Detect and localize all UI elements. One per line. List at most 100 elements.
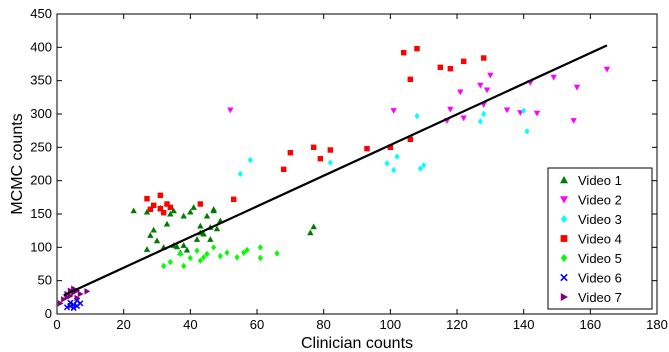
- data-point: [153, 237, 161, 244]
- legend-item: Video 3: [560, 212, 622, 227]
- data-point: [194, 247, 200, 254]
- data-point: [187, 254, 193, 262]
- data-point: [227, 107, 234, 114]
- legend-label: Video 2: [578, 193, 622, 208]
- data-point: [327, 147, 334, 153]
- data-point: [400, 49, 407, 56]
- y-tick-label: 200: [30, 173, 52, 188]
- data-point: [460, 58, 467, 65]
- data-point: [67, 299, 74, 306]
- data-point: [237, 170, 243, 178]
- data-point: [63, 304, 71, 311]
- series-1-points: [130, 204, 317, 256]
- plot-frame: [56, 13, 658, 315]
- data-point: [204, 250, 210, 258]
- data-point: [487, 72, 494, 79]
- legend-marker: [560, 176, 568, 184]
- data-point: [130, 207, 137, 214]
- data-point: [533, 110, 541, 117]
- data-point: [241, 249, 247, 256]
- x-tick-label: 60: [250, 317, 264, 332]
- data-point: [274, 250, 280, 257]
- data-point: [364, 145, 370, 152]
- data-point: [210, 206, 217, 212]
- legend-marker: [560, 254, 568, 262]
- legend-item: Video 1: [560, 173, 622, 188]
- data-point: [203, 212, 211, 219]
- data-point: [157, 205, 164, 212]
- data-point: [414, 112, 420, 120]
- data-point: [457, 89, 464, 96]
- legend-marker: [560, 293, 568, 301]
- data-point: [603, 66, 611, 73]
- data-point: [481, 110, 487, 118]
- y-tick-label: 400: [30, 39, 52, 54]
- y-tick-label: 50: [38, 273, 52, 288]
- data-point: [147, 206, 154, 213]
- data-point: [150, 202, 157, 209]
- x-tick-label: 120: [446, 317, 468, 332]
- y-tick-label: 100: [30, 239, 52, 254]
- data-point: [187, 208, 194, 215]
- y-tick-label: 250: [30, 139, 52, 154]
- data-point: [307, 229, 314, 236]
- data-point: [167, 210, 174, 217]
- data-point: [147, 232, 154, 238]
- legend-marker: [560, 273, 568, 282]
- data-point: [61, 296, 67, 303]
- data-point: [197, 201, 204, 207]
- data-points: [57, 45, 611, 312]
- data-point: [327, 159, 333, 166]
- legend-label: Video 6: [578, 271, 622, 286]
- fit-line: [63, 44, 608, 297]
- y-axis-title: MCMC counts: [9, 113, 26, 214]
- data-point: [407, 136, 414, 143]
- x-tick-label: 180: [646, 317, 668, 332]
- y-tick-label: 300: [30, 106, 52, 121]
- data-point: [524, 128, 530, 135]
- data-point: [521, 107, 527, 114]
- data-point: [247, 156, 253, 164]
- data-point: [217, 252, 223, 260]
- series-4-points: [144, 45, 487, 216]
- data-point: [157, 192, 164, 199]
- legend: Video 1 Video 2 Video 3 Video 4 Video 5 Video…: [547, 167, 653, 310]
- legend-label: Video 4: [578, 232, 622, 247]
- legend-marker: [560, 235, 568, 242]
- data-point: [570, 118, 577, 124]
- data-point: [384, 160, 390, 167]
- data-point: [437, 64, 444, 71]
- data-point: [391, 166, 397, 174]
- legend-item: Video 7: [560, 290, 622, 305]
- data-point: [483, 87, 491, 94]
- data-point: [224, 249, 230, 256]
- data-point: [230, 196, 237, 203]
- data-point: [211, 244, 217, 251]
- fit-line-group: [63, 44, 608, 297]
- x-axis-title: Clinician counts: [301, 335, 413, 352]
- x-tick-label: 100: [379, 317, 401, 332]
- data-point: [143, 246, 151, 252]
- data-point: [310, 144, 317, 151]
- y-tick-label: 350: [30, 73, 52, 88]
- data-point: [417, 165, 423, 172]
- data-point: [170, 207, 177, 214]
- data-point: [74, 294, 81, 302]
- data-point: [77, 290, 84, 298]
- series-3-points: [237, 107, 530, 178]
- data-point: [183, 246, 191, 253]
- data-point: [480, 55, 487, 61]
- data-point: [477, 82, 484, 89]
- data-point: [394, 153, 400, 160]
- legend-label: Video 1: [578, 173, 622, 188]
- legend-marker: [560, 196, 568, 204]
- data-point: [84, 288, 91, 295]
- data-point: [163, 220, 171, 227]
- axis-ticks: 0 20 40 60 80 100 120 140 160 180 0 50 100 150 200 250 3…: [30, 6, 668, 332]
- data-point: [421, 162, 427, 169]
- data-point: [447, 106, 454, 113]
- data-point: [447, 65, 454, 72]
- data-point: [150, 226, 157, 233]
- data-point: [161, 262, 167, 270]
- data-point: [503, 107, 511, 114]
